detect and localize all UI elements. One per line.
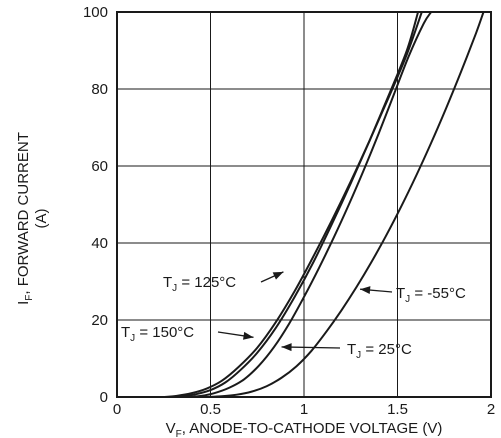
annotation-label-main: T <box>163 274 172 291</box>
x-axis-label-sub: F <box>176 429 182 438</box>
curve-tj-25c <box>187 11 433 397</box>
y-axis-label-line1: IF, FORWARD CURRENT <box>15 132 35 305</box>
y-tick-label: 100 <box>83 4 108 21</box>
arrow-head <box>360 286 371 295</box>
curve-tj-150c <box>162 11 423 397</box>
y-axis-label-main: I <box>15 301 32 305</box>
x-tick-label: 2 <box>487 401 495 418</box>
annotation-label-sub: J <box>405 294 410 305</box>
y-tick-label: 80 <box>91 81 108 98</box>
annotation-label-rest: = 150°C <box>135 324 194 341</box>
annotation-label: TJ = -55°C <box>396 285 466 305</box>
x-axis-label: VF, ANODE-TO-CATHODE VOLTAGE (V) <box>166 420 443 438</box>
y-tick-label: 20 <box>91 312 108 329</box>
annotation-tj-125c: TJ = 125°C <box>163 271 284 294</box>
curves <box>162 11 485 397</box>
plot-frame <box>116 11 492 398</box>
annotations: TJ = 125°CTJ = 150°CTJ = 25°CTJ = -55°C <box>121 271 466 361</box>
annotation-label-main: T <box>347 341 356 358</box>
x-tick-label: 0 <box>113 401 121 418</box>
annotation-label-rest: = -55°C <box>410 285 466 302</box>
y-tick-label: 40 <box>91 235 108 252</box>
annotation-label: TJ = 125°C <box>163 274 236 294</box>
y-tick-label: 0 <box>100 389 108 406</box>
annotation-label-sub: J <box>172 283 177 294</box>
y-axis-label-rest: , FORWARD CURRENT <box>15 132 32 295</box>
annotation-tj-150c: TJ = 150°C <box>121 324 254 344</box>
annotation-label-main: T <box>121 324 130 341</box>
annotation-label-rest: = 25°C <box>361 341 412 358</box>
x-tick-label: 0.5 <box>200 401 221 418</box>
y-axis-label: IF, FORWARD CURRENT (A) <box>15 132 50 305</box>
curve-tj-125c <box>166 11 420 397</box>
x-axis-label-main: V <box>166 420 176 437</box>
arrow-head <box>272 271 284 280</box>
annotation-label: TJ = 150°C <box>121 324 194 344</box>
annotation-label-sub: J <box>130 333 135 344</box>
y-axis-label-sub: F <box>24 295 35 301</box>
annotation-tj-minus55c: TJ = -55°C <box>360 285 466 305</box>
annotation-tj-25c: TJ = 25°C <box>281 341 412 361</box>
y-axis-label-unit: (A) <box>33 209 50 229</box>
x-tick-label: 1 <box>300 401 308 418</box>
x-tick-label: 1.5 <box>387 401 408 418</box>
curve-tj-minus55c <box>205 11 485 397</box>
x-axis-label-rest: , ANODE-TO-CATHODE VOLTAGE (V) <box>182 420 443 437</box>
annotation-label-rest: = 125°C <box>177 274 236 291</box>
y-tick-label: 60 <box>91 158 108 175</box>
arrow-head <box>243 331 254 340</box>
annotation-label: TJ = 25°C <box>347 341 412 361</box>
annotation-label-main: T <box>396 285 405 302</box>
arrow-head <box>281 343 292 352</box>
annotation-label-sub: J <box>356 350 361 361</box>
